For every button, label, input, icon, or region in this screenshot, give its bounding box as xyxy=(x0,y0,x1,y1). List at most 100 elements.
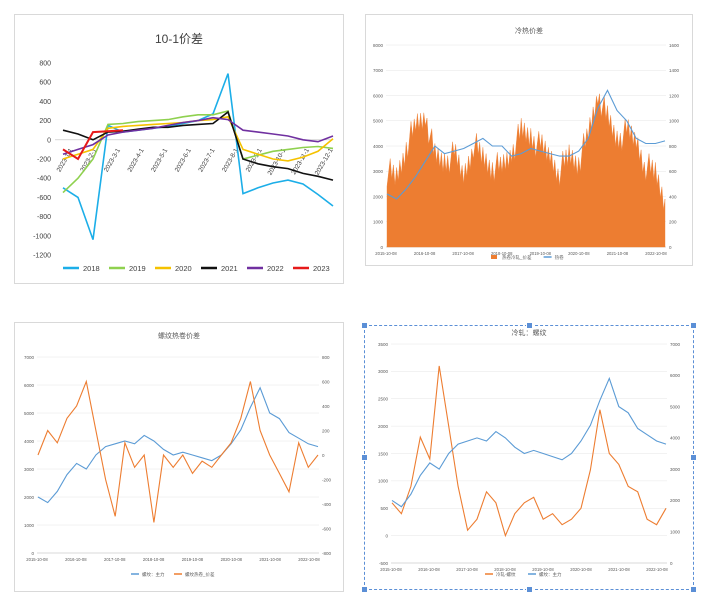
chart-svg: 螺纹热卷价差7000600050004000300020001000080060… xyxy=(24,331,332,578)
resize-handle-top-right[interactable] xyxy=(690,322,697,329)
y-tick-label: -1200 xyxy=(33,253,51,260)
x-tick-label: 2017-10-08 xyxy=(456,567,478,572)
resize-handle-top-center[interactable] xyxy=(526,322,533,329)
right-y-tick-label: 400 xyxy=(322,404,330,409)
left-y-tick-label: 3000 xyxy=(373,169,384,174)
right-y-tick-label: 6000 xyxy=(670,373,681,378)
y-tick-label: 800 xyxy=(39,61,51,68)
x-tick-label: 2015-10-08 xyxy=(380,567,402,572)
y-tick-label: -400 xyxy=(37,176,51,183)
left-y-tick-label: 6000 xyxy=(373,93,384,98)
resize-handle-top-left[interactable] xyxy=(361,322,368,329)
right-y-tick-label: 4000 xyxy=(670,436,681,441)
legend-label: 2020 xyxy=(175,264,192,273)
left-y-tick-label: 2000 xyxy=(378,424,389,429)
right-y-tick-label: 800 xyxy=(669,144,677,149)
x-tick-label: 2015-10-08 xyxy=(26,557,48,562)
legend-label: 冷轧-螺纹 xyxy=(496,571,516,578)
x-tick-label: 2021-10-08 xyxy=(607,251,629,256)
y-tick-label: 400 xyxy=(39,99,51,106)
series-line-螺纹：主力 xyxy=(37,386,319,504)
left-y-tick-label: 3000 xyxy=(24,467,35,472)
left-y-tick-label: 1500 xyxy=(378,451,389,456)
left-y-tick-label: 500 xyxy=(380,506,388,511)
left-y-tick-label: 0 xyxy=(31,551,34,556)
series-area-热卷冷轧_价差 xyxy=(386,93,666,248)
chart-title: 冷轧：螺纹 xyxy=(512,328,547,337)
left-y-tick-label: 1000 xyxy=(373,220,384,225)
x-tick-label: 2022-10-08 xyxy=(646,567,668,572)
resize-handle-middle-right[interactable] xyxy=(690,454,697,461)
left-y-tick-label: 3500 xyxy=(378,342,389,347)
right-y-tick-label: 600 xyxy=(322,379,330,384)
chart-title: 10-1价差 xyxy=(155,32,203,46)
right-y-tick-label: 200 xyxy=(669,220,677,225)
series-line-冷轧-螺纹 xyxy=(391,365,667,538)
right-y-tick-label: 800 xyxy=(322,355,330,360)
legend-label: 螺纹：主力 xyxy=(539,571,562,578)
right-y-tick-label: 5000 xyxy=(670,404,681,409)
x-tick-label: 2023-6-1 xyxy=(174,147,193,173)
right-y-tick-label: 7000 xyxy=(670,342,681,347)
left-y-tick-label: 0 xyxy=(385,533,388,538)
chart-panel-10-1-spread: 10-1价差 800 600 400 200 0 -200 -400 -600 -800 -1000… xyxy=(14,14,344,284)
left-y-tick-label: 4000 xyxy=(373,144,384,149)
chart-panel-cold-hot-spread: 冷热价差 8000 7000 6000 5000 4000 3000 2000 1000 0 160… xyxy=(365,14,693,266)
right-y-tick-label: -800 xyxy=(322,551,332,556)
right-y-tick-label: 0 xyxy=(670,561,673,566)
left-y-tick-label: 6000 xyxy=(24,383,35,388)
right-y-tick-label: -400 xyxy=(322,502,332,507)
series-line-2018 xyxy=(62,73,334,240)
resize-handle-bottom-right[interactable] xyxy=(690,586,697,593)
x-tick-label: 2018-10-08 xyxy=(491,251,513,256)
chart-svg: 冷轧：螺纹3500300025002000150010005000-500700… xyxy=(378,328,681,578)
right-y-tick-label: -200 xyxy=(322,477,332,482)
y-tick-label: 600 xyxy=(39,80,51,87)
right-y-tick-label: 1000 xyxy=(670,530,681,535)
left-y-tick-label: 3000 xyxy=(378,369,389,374)
legend-label: 2022 xyxy=(267,264,284,273)
x-tick-label: 2021-10-08 xyxy=(608,567,630,572)
x-tick-label: 2021-10-08 xyxy=(259,557,281,562)
legend-label: 2018 xyxy=(83,264,100,273)
right-y-tick-label: 400 xyxy=(669,194,677,199)
right-y-tick-label: 1200 xyxy=(669,93,680,98)
x-tick-label: 2018-10-08 xyxy=(494,567,516,572)
left-y-tick-label: 2000 xyxy=(373,194,384,199)
right-y-tick-label: 0 xyxy=(669,245,672,250)
resize-handle-bottom-center[interactable] xyxy=(526,586,533,593)
right-y-tick-label: 1000 xyxy=(669,119,680,124)
left-y-tick-label: 4000 xyxy=(24,439,35,444)
legend-swatch-热卷冷轧_价差 xyxy=(491,255,497,259)
x-tick-label: 2023-4-1 xyxy=(127,147,146,173)
series-line-热卷 xyxy=(386,89,666,200)
series-line-2019 xyxy=(62,110,334,194)
chart-title: 螺纹热卷价差 xyxy=(158,331,200,340)
y-tick-label: 200 xyxy=(39,118,51,125)
x-tick-label: 2022-10-08 xyxy=(645,251,667,256)
left-y-tick-label: 0 xyxy=(380,245,383,250)
legend-label: 2021 xyxy=(221,264,238,273)
chart-title: 冷热价差 xyxy=(515,26,543,35)
y-tick-label: -600 xyxy=(37,195,51,202)
x-tick-label: 2019-10-08 xyxy=(532,567,554,572)
x-tick-label: 2018-10-08 xyxy=(143,557,165,562)
x-tick-label: 2015-10-08 xyxy=(375,251,397,256)
right-y-tick-label: 600 xyxy=(669,169,677,174)
y-tick-label: -1000 xyxy=(33,233,51,240)
chart-panel-cold-rebar-spread[interactable]: 冷轧：螺纹 3500 3000 2500 2000 1500 1000 500 0 -500 700… xyxy=(361,322,697,593)
legend-label: 螺纹：主力 xyxy=(142,571,165,578)
series-line-螺纹：主力 xyxy=(391,376,667,508)
left-y-tick-label: 5000 xyxy=(373,119,384,124)
x-tick-label: 2017-10-08 xyxy=(452,251,474,256)
right-y-tick-label: 1600 xyxy=(669,43,680,48)
left-y-tick-label: -500 xyxy=(379,561,389,566)
chart-svg: 冷热价差800070006000500040003000200010000160… xyxy=(373,26,680,261)
x-tick-label: 2020-10-08 xyxy=(570,567,592,572)
right-y-tick-label: 2000 xyxy=(670,498,681,503)
legend-label: 螺纹热卷_价差 xyxy=(185,571,215,578)
resize-handle-bottom-left[interactable] xyxy=(361,586,368,593)
x-tick-label: 2022-10-08 xyxy=(298,557,320,562)
x-tick-label: 2023-5-1 xyxy=(150,147,169,173)
resize-handle-middle-left[interactable] xyxy=(361,454,368,461)
